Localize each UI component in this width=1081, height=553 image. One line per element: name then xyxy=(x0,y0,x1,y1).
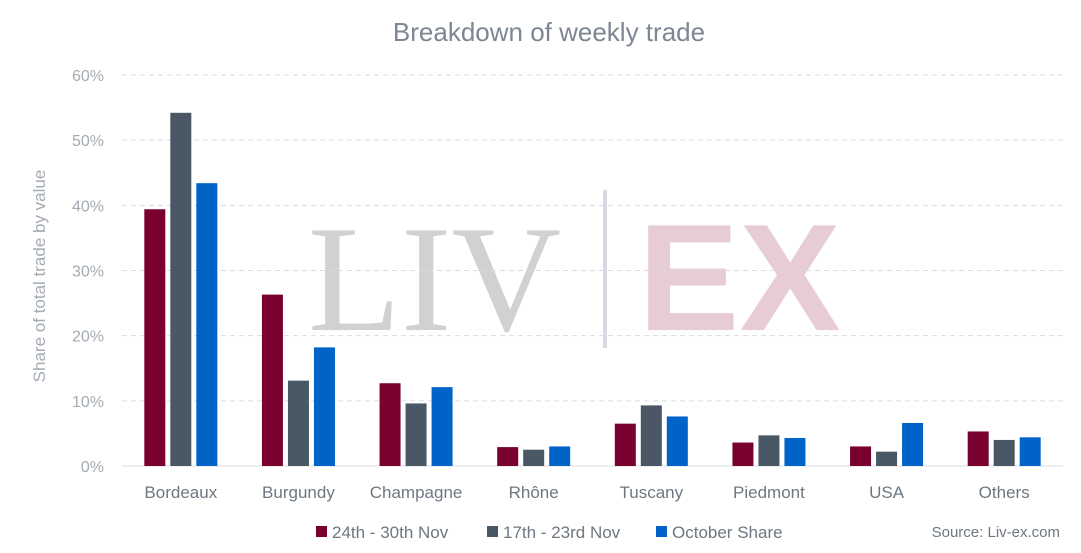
bar xyxy=(144,209,166,466)
category-labels: Bordeaux Burgundy Champagne Rhône Tuscany Pie… xyxy=(144,483,1029,502)
bar xyxy=(287,380,309,466)
y-tick-label: 60% xyxy=(72,68,104,85)
legend: 24th - 30th Nov 17th - 23rd Nov October Sh… xyxy=(316,523,783,542)
bar xyxy=(850,446,872,466)
y-axis-label: Share of total trade by value xyxy=(30,170,49,383)
x-category-label: Others xyxy=(979,483,1030,502)
y-tick-labels: 0% 10% 20% 30% 40% 50% 60% xyxy=(72,68,104,476)
bar xyxy=(993,439,1015,466)
watermark-divider xyxy=(603,190,607,348)
y-tick-label: 0% xyxy=(81,459,104,476)
legend-swatch xyxy=(656,526,667,537)
bar xyxy=(196,183,218,466)
bar xyxy=(497,447,519,466)
watermark-logo: LIV EX xyxy=(308,190,841,363)
x-category-label: USA xyxy=(869,483,905,502)
bar xyxy=(1019,437,1041,466)
y-tick-label: 20% xyxy=(72,329,104,346)
legend-label: 17th - 23rd Nov xyxy=(503,523,621,542)
bar xyxy=(758,435,780,466)
y-tick-label: 10% xyxy=(72,394,104,411)
legend-swatch xyxy=(487,526,498,537)
source-note: Source: Liv-ex.com xyxy=(932,524,1060,541)
bar xyxy=(261,294,283,466)
bar xyxy=(379,383,401,466)
bar xyxy=(902,422,924,466)
bar xyxy=(732,442,754,466)
x-category-label: Champagne xyxy=(370,483,463,502)
bar xyxy=(170,112,192,467)
bar xyxy=(614,423,636,466)
bar xyxy=(431,387,453,466)
watermark-liv: LIV xyxy=(308,195,561,363)
y-tick-label: 50% xyxy=(72,133,104,150)
x-category-label: Tuscany xyxy=(620,483,684,502)
bars xyxy=(144,112,1041,467)
x-category-label: Burgundy xyxy=(262,483,335,502)
bar xyxy=(405,403,427,466)
chart-title: Breakdown of weekly trade xyxy=(393,17,705,47)
bar xyxy=(876,451,898,466)
legend-label: 24th - 30th Nov xyxy=(332,523,449,542)
bar xyxy=(784,437,806,466)
bar xyxy=(313,347,335,466)
bar xyxy=(523,449,545,466)
y-tick-label: 40% xyxy=(72,198,104,215)
x-category-label: Bordeaux xyxy=(144,483,217,502)
watermark-ex: EX xyxy=(638,193,841,363)
y-tick-label: 30% xyxy=(72,264,104,281)
legend-label: October Share xyxy=(672,523,783,542)
legend-swatch xyxy=(316,526,327,537)
bar xyxy=(967,431,989,466)
bar xyxy=(666,416,688,466)
x-category-label: Rhône xyxy=(509,483,559,502)
bar xyxy=(640,405,662,466)
bar xyxy=(549,446,571,466)
x-category-label: Piedmont xyxy=(733,483,805,502)
